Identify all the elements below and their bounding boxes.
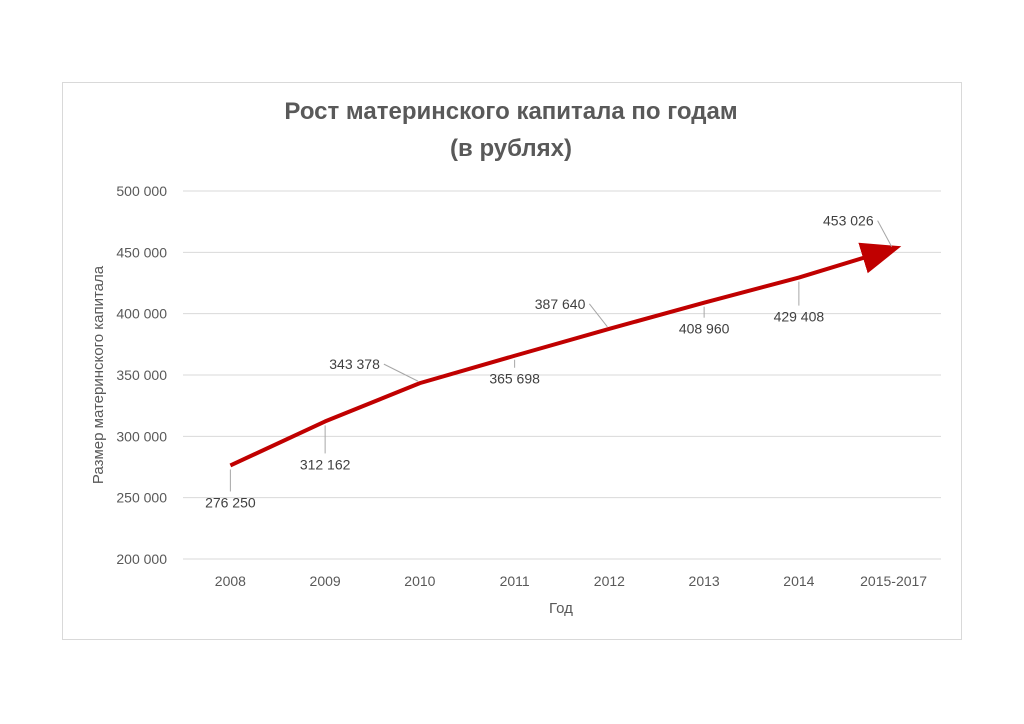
y-tick-label: 350 000 — [116, 367, 167, 383]
data-labels: 276 250 312 162 343 378 365 698 387 640 408 9… — [205, 213, 893, 510]
data-label: 365 698 — [489, 371, 540, 387]
data-label: 276 250 — [205, 494, 256, 510]
y-axis-ticks: 200 000 250 000 300 000 350 000 400 000 450 0… — [116, 183, 167, 567]
data-label: 387 640 — [535, 296, 586, 312]
leader-line — [383, 363, 419, 382]
x-tick-label: 2008 — [215, 573, 246, 589]
series-line — [229, 242, 902, 468]
x-tick-label: 2010 — [404, 573, 435, 589]
data-label: 312 162 — [300, 456, 351, 472]
leader-line — [588, 303, 608, 328]
chart-frame — [62, 82, 962, 640]
y-axis-label: Размер материнского капитала — [90, 265, 107, 484]
data-label: 343 378 — [329, 356, 380, 372]
data-label: 453 026 — [823, 213, 874, 229]
x-axis-ticks: 2008 2009 2010 2011 2012 2013 2014 2015-2017 — [215, 573, 928, 589]
x-tick-label: 2012 — [594, 573, 625, 589]
y-tick-label: 450 000 — [116, 244, 167, 260]
gridlines — [183, 190, 941, 560]
y-tick-label: 200 000 — [116, 551, 167, 567]
x-axis-label: Год — [549, 600, 573, 617]
x-tick-label: 2014 — [783, 573, 814, 589]
data-label: 429 408 — [774, 309, 825, 325]
x-tick-label: 2009 — [310, 573, 341, 589]
y-tick-label: 300 000 — [116, 428, 167, 444]
chart-subtitle: (в рублях) — [450, 135, 572, 162]
y-tick-label: 500 000 — [116, 183, 167, 199]
y-tick-label: 250 000 — [116, 490, 167, 506]
x-tick-label: 2013 — [689, 573, 720, 589]
series-line-path — [229, 242, 902, 468]
leader-line — [877, 220, 893, 247]
x-tick-label: 2011 — [500, 573, 530, 589]
x-tick-label: 2015-2017 — [860, 573, 927, 589]
chart-title: Рост материнского капитала по годам — [284, 98, 737, 125]
data-label: 408 960 — [679, 321, 730, 337]
y-tick-label: 400 000 — [116, 306, 167, 322]
